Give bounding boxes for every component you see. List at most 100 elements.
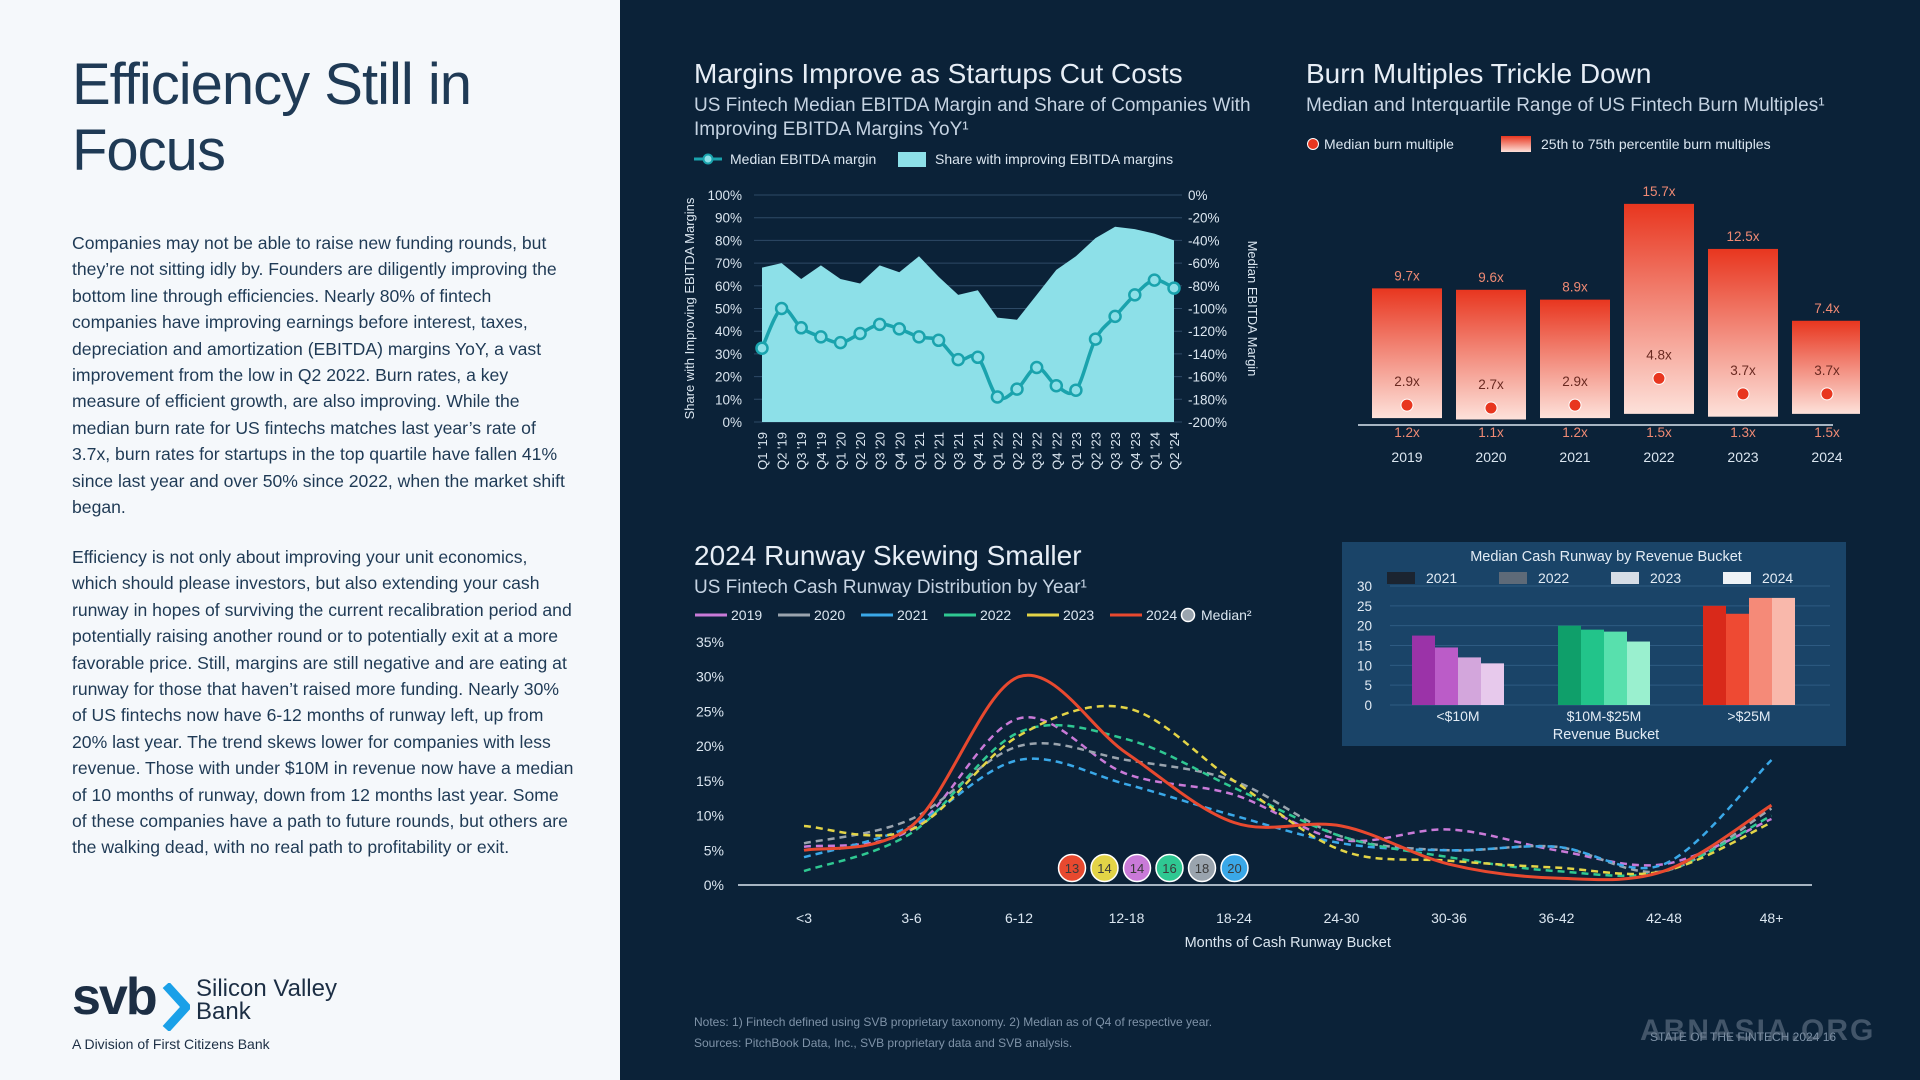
logo-mark: svb (72, 968, 158, 1026)
p75-label: 15.7x (1642, 184, 1675, 199)
x-tick-label: Q4 '22 (1049, 432, 1064, 470)
median-marker (1187, 853, 1217, 883)
burn-chart: Median burn multiple 25th to 75th percent… (1307, 136, 1860, 465)
p25-label: 1.3x (1730, 425, 1756, 440)
x-tick-label: Q1 '20 (833, 432, 848, 470)
x-tick-label: Q2 '19 (775, 432, 790, 470)
burn-range-bar (1540, 299, 1610, 419)
inset-bar (1558, 625, 1581, 705)
page-footer: STATE OF THE FINTECH 2024 16 (1650, 1030, 1837, 1044)
median-burn-point (1736, 387, 1750, 401)
legend-label-median-burn: Median burn multiple (1324, 136, 1454, 152)
median-marker-label: 14 (1097, 861, 1111, 876)
inset-y-tick: 30 (1357, 579, 1372, 594)
median-ebitda-point (912, 330, 926, 344)
margins-chart: Median EBITDA margin Share with improving… (682, 151, 1260, 470)
median-burn-point (1820, 387, 1834, 401)
right-tick-label: -140% (1188, 347, 1227, 362)
margins-chart-subtitle: US Fintech Median EBITDA Margin and Shar… (694, 95, 1251, 140)
runway-line-2019 (803, 716, 1772, 867)
median-burn-point (1568, 398, 1582, 412)
median-ebitda-line (760, 278, 1175, 401)
legend-label-2020: 2020 (814, 607, 845, 623)
median-ebitda-point (1088, 332, 1103, 346)
median-ebitda-point (814, 330, 828, 344)
x-tick-label: Q1 '19 (755, 432, 770, 470)
p25-label: 1.5x (1814, 425, 1840, 440)
inset-legend-label: 2022 (1538, 570, 1569, 586)
left-tick-label: 90% (715, 211, 742, 226)
year-label: 2024 (1811, 449, 1842, 465)
y-tick-label: 35% (696, 634, 724, 650)
runway-line-2022 (803, 723, 1773, 878)
median-ebitda-point (794, 321, 808, 335)
median-ebitda-point (833, 335, 848, 350)
median-ebitda-point (1147, 273, 1162, 287)
p25-label: 1.2x (1562, 425, 1588, 440)
x-tick-label: Q3 '22 (1030, 432, 1045, 470)
right-tick-label: -80% (1188, 279, 1220, 294)
inset-bar (1435, 647, 1458, 705)
right-tick-label: -20% (1188, 211, 1220, 226)
burn-chart-subtitle: Median and Interquartile Range of US Fin… (1306, 95, 1825, 116)
y-tick-label: 30% (696, 669, 724, 685)
x-tick-label: 42-48 (1646, 910, 1682, 926)
median-marker (1057, 853, 1087, 883)
body-paragraph-1: Companies may not be able to raise new f… (72, 233, 565, 518)
legend-label-2019: 2019 (731, 607, 762, 623)
inset-x-axis-label: Revenue Bucket (1553, 727, 1659, 743)
x-tick-label: 36-42 (1539, 910, 1575, 926)
median-ebitda-point (1128, 288, 1142, 302)
inset-bar (1726, 613, 1749, 705)
median-marker (1155, 853, 1184, 883)
inset-y-tick: 20 (1357, 619, 1372, 634)
median-label: 2.9x (1394, 374, 1420, 389)
median-marker (1122, 853, 1152, 883)
median-marker-label: 20 (1227, 861, 1241, 876)
legend-median-marker (1307, 138, 1319, 150)
median-ebitda-point (971, 350, 985, 365)
logo-name-line1: Silicon Valley (196, 975, 337, 1002)
median-ebitda-point (1029, 360, 1044, 375)
runway-chart-subtitle: US Fintech Cash Runway Distribution by Y… (694, 577, 1087, 598)
legend-label-2021: 2021 (897, 607, 928, 623)
inset-bar (1772, 597, 1795, 705)
legend-label-2023: 2023 (1063, 607, 1094, 623)
right-tick-label: -160% (1188, 370, 1227, 385)
x-tick-label: Q4 '21 (971, 432, 986, 470)
x-tick-label: 12-18 (1109, 910, 1145, 926)
left-tick-label: 70% (715, 256, 742, 271)
x-tick-label: Q1 '23 (1069, 432, 1084, 470)
median-marker (1090, 853, 1119, 883)
legend-range-swatch (1501, 136, 1531, 152)
median-ebitda-point (990, 390, 1005, 404)
right-tick-label: 0% (1188, 188, 1208, 203)
median-burn-point (1652, 371, 1666, 385)
left-tick-label: 30% (715, 347, 742, 362)
x-tick-label: 3-6 (901, 910, 921, 926)
notes: Notes: 1) Fintech defined using SVB prop… (694, 1012, 1212, 1054)
inset-y-tick: 10 (1357, 658, 1372, 673)
x-tick-label: Q1 '21 (912, 432, 927, 470)
legend-label-iqr: 25th to 75th percentile burn multiples (1541, 136, 1771, 152)
x-tick-label: 24-30 (1324, 910, 1360, 926)
p25-label: 1.2x (1394, 425, 1420, 440)
median-marker-label: 18 (1195, 861, 1209, 876)
x-tick-label: Q4 '20 (892, 432, 907, 470)
legend-label-median: Median² (1201, 607, 1252, 623)
left-tick-label: 50% (715, 302, 742, 317)
left-tick-label: 40% (715, 324, 742, 339)
p75-label: 9.6x (1478, 270, 1504, 285)
p75-label: 12.5x (1726, 229, 1759, 244)
x-tick-label: Q1 '22 (990, 432, 1005, 470)
right-tick-label: -180% (1188, 392, 1227, 407)
legend-label-2022: 2022 (980, 607, 1011, 623)
median-label: 3.7x (1730, 363, 1756, 378)
median-ebitda-point (774, 301, 789, 316)
median-ebitda-point (1167, 281, 1181, 295)
inset-title: Median Cash Runway by Revenue Bucket (1470, 549, 1742, 565)
runway-line-2023 (803, 704, 1773, 876)
legend-line-marker (702, 153, 714, 165)
y-tick-label: 20% (696, 738, 724, 754)
inset-y-tick: 0 (1364, 698, 1372, 713)
